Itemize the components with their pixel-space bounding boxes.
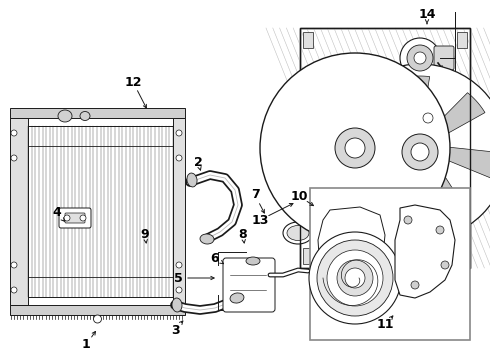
Circle shape: [417, 107, 439, 129]
FancyBboxPatch shape: [223, 258, 275, 312]
Bar: [10, 108, 185, 118]
Circle shape: [11, 262, 17, 268]
Bar: [303, 32, 313, 48]
Circle shape: [362, 244, 390, 272]
Circle shape: [176, 155, 182, 161]
Circle shape: [423, 113, 433, 123]
Polygon shape: [372, 116, 437, 145]
Text: 2: 2: [194, 156, 202, 168]
Bar: [10, 118, 28, 305]
Circle shape: [94, 315, 101, 323]
Circle shape: [342, 252, 354, 264]
Circle shape: [411, 143, 429, 161]
Circle shape: [327, 250, 383, 306]
Circle shape: [80, 215, 86, 221]
Polygon shape: [427, 93, 485, 140]
Text: 6: 6: [211, 252, 220, 265]
Text: 12: 12: [124, 76, 142, 89]
FancyBboxPatch shape: [440, 107, 458, 129]
Ellipse shape: [287, 225, 309, 240]
Circle shape: [367, 249, 385, 267]
Text: 4: 4: [52, 207, 61, 220]
Circle shape: [64, 215, 70, 221]
Text: 10: 10: [290, 189, 308, 202]
Polygon shape: [344, 156, 405, 185]
Circle shape: [411, 281, 419, 289]
FancyBboxPatch shape: [65, 213, 85, 223]
Ellipse shape: [187, 173, 197, 187]
Circle shape: [176, 287, 182, 293]
Circle shape: [400, 38, 440, 78]
Polygon shape: [318, 207, 385, 295]
Polygon shape: [273, 116, 334, 153]
Polygon shape: [439, 146, 490, 178]
Circle shape: [402, 134, 438, 170]
Circle shape: [11, 155, 17, 161]
Text: 9: 9: [141, 229, 149, 242]
Text: 1: 1: [82, 338, 90, 351]
Polygon shape: [395, 205, 455, 298]
Polygon shape: [341, 168, 369, 230]
Circle shape: [414, 52, 426, 64]
Bar: [10, 305, 185, 315]
Circle shape: [11, 130, 17, 136]
Ellipse shape: [246, 257, 260, 265]
Bar: [173, 118, 185, 305]
Ellipse shape: [333, 218, 343, 232]
Bar: [310, 188, 470, 340]
Circle shape: [11, 287, 17, 293]
Polygon shape: [307, 69, 347, 135]
Ellipse shape: [283, 222, 313, 244]
Circle shape: [330, 240, 366, 276]
Text: 11: 11: [376, 319, 394, 332]
Polygon shape: [428, 163, 467, 224]
Circle shape: [404, 216, 412, 224]
Polygon shape: [354, 69, 403, 129]
Circle shape: [410, 100, 446, 136]
Ellipse shape: [230, 293, 244, 303]
Bar: [303, 248, 313, 264]
Text: 8: 8: [239, 229, 247, 242]
Bar: [300, 28, 470, 268]
Circle shape: [176, 262, 182, 268]
Bar: [457, 248, 467, 264]
Polygon shape: [352, 98, 405, 149]
Circle shape: [317, 240, 393, 316]
Bar: [28, 126, 173, 297]
Polygon shape: [283, 160, 346, 210]
Circle shape: [441, 261, 449, 269]
Bar: [300, 28, 470, 268]
Circle shape: [309, 232, 401, 324]
Circle shape: [372, 254, 380, 262]
Circle shape: [345, 268, 365, 288]
Polygon shape: [379, 170, 421, 226]
Polygon shape: [403, 76, 430, 135]
Circle shape: [335, 128, 375, 168]
Text: 7: 7: [250, 189, 259, 202]
Text: 14: 14: [418, 8, 436, 21]
Text: 5: 5: [173, 271, 182, 284]
Circle shape: [436, 226, 444, 234]
Ellipse shape: [200, 234, 214, 244]
FancyBboxPatch shape: [434, 46, 454, 70]
Circle shape: [176, 130, 182, 136]
Circle shape: [345, 138, 365, 158]
Ellipse shape: [58, 110, 72, 122]
Text: 13: 13: [251, 213, 269, 226]
Ellipse shape: [80, 112, 90, 121]
Ellipse shape: [172, 298, 182, 312]
Circle shape: [260, 53, 450, 243]
Circle shape: [407, 45, 433, 71]
Circle shape: [337, 260, 373, 296]
Text: 3: 3: [171, 324, 179, 337]
Circle shape: [332, 64, 490, 240]
Bar: [457, 32, 467, 48]
Polygon shape: [371, 152, 427, 210]
FancyBboxPatch shape: [59, 208, 91, 228]
Circle shape: [336, 246, 360, 270]
